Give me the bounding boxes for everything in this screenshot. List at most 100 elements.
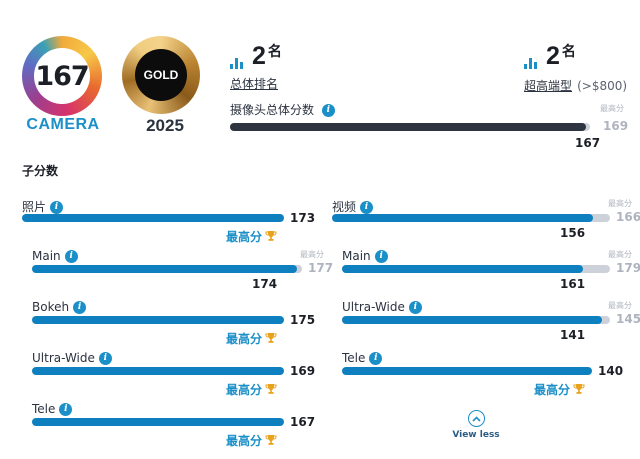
info-icon[interactable]: i xyxy=(408,301,422,314)
segment-rank-link[interactable]: 超高端型 xyxy=(524,79,573,93)
top-score-label: 最高分 xyxy=(226,434,263,448)
subscore-value: 175 xyxy=(290,313,316,327)
top-score-tag: 最高分 xyxy=(226,381,277,398)
total-score-value: 167 xyxy=(575,136,601,150)
best-score-value: 145 xyxy=(616,312,640,326)
subscore-name: Main xyxy=(342,249,371,263)
subscore-label: Tele i xyxy=(32,402,73,416)
subscore-bar xyxy=(342,265,583,273)
trophy-icon xyxy=(265,434,277,449)
camera-score-badge: 167 xyxy=(22,36,102,116)
subscore-bar xyxy=(332,214,594,222)
info-icon[interactable]: i xyxy=(64,250,78,263)
subscore-name: Tele xyxy=(32,402,56,416)
top-score-tag: 最高分 xyxy=(226,330,277,347)
subscore-bar xyxy=(22,214,284,222)
camera-label: CAMERA xyxy=(26,116,100,133)
subscore-label: Main i xyxy=(342,249,388,263)
subscore-value: 174 xyxy=(252,277,278,291)
subscores-title: 子分数 xyxy=(22,164,59,178)
subscore-label: Main i xyxy=(32,249,78,263)
subscore-bar xyxy=(32,418,284,426)
subscore-value: 156 xyxy=(560,226,586,240)
best-score-value: 179 xyxy=(616,261,640,275)
subscore-label: 照片 i xyxy=(22,198,64,215)
top-score-label: 最高分 xyxy=(226,230,263,244)
best-score-caption: 最高分 xyxy=(608,250,632,259)
subscore-name: 照片 xyxy=(22,200,47,214)
subscore-value: 161 xyxy=(560,277,586,291)
top-score-label: 最高分 xyxy=(226,383,263,397)
subscore-label: 视频 i xyxy=(332,198,374,215)
subscore-value: 167 xyxy=(290,415,316,429)
global-rank: 2 名 xyxy=(230,44,282,69)
subscore-label: Bokeh i xyxy=(32,300,87,314)
view-less-label: View less xyxy=(452,430,500,440)
global-rank-number: 2 xyxy=(252,42,266,70)
subscore-track xyxy=(332,214,610,222)
subscore-bar xyxy=(32,367,284,375)
best-score-value: 169 xyxy=(603,119,629,133)
subscore-bar xyxy=(32,265,298,273)
subscore-track xyxy=(342,265,610,273)
year-label: 2025 xyxy=(146,116,184,135)
subscore-label: Ultra-Wide i xyxy=(342,300,422,314)
subscore-label: Ultra-Wide i xyxy=(32,351,112,365)
global-rank-link[interactable]: 总体排名 xyxy=(230,77,279,91)
segment-price: (>$800) xyxy=(577,79,628,93)
subscore-name: 视频 xyxy=(332,200,357,214)
subscore-track xyxy=(32,316,284,324)
global-rank-unit: 名 xyxy=(267,44,282,60)
total-score-track xyxy=(230,123,590,131)
segment-rank-row: 超高端型 (>$800) xyxy=(524,75,627,94)
subscore-name: Ultra-Wide xyxy=(342,300,405,314)
subscore-bar xyxy=(32,316,284,324)
subscore-bar xyxy=(342,367,592,375)
info-icon[interactable]: i xyxy=(50,201,64,214)
top-score-tag: 最高分 xyxy=(226,432,277,449)
view-less-button[interactable]: View less xyxy=(447,410,505,440)
trophy-icon xyxy=(573,383,585,398)
info-icon[interactable]: i xyxy=(73,301,87,314)
segment-rank: 2 名 xyxy=(524,44,576,69)
trophy-icon xyxy=(265,383,277,398)
top-score-label: 最高分 xyxy=(226,332,263,346)
subscore-track xyxy=(342,367,592,375)
subscore-label: Tele i xyxy=(342,351,383,365)
segment-rank-unit: 名 xyxy=(561,44,576,60)
subscore-name: Ultra-Wide xyxy=(32,351,95,365)
segment-rank-number: 2 xyxy=(546,42,560,70)
info-icon[interactable]: i xyxy=(321,104,335,117)
subscore-bar xyxy=(342,316,603,324)
chevron-up-icon xyxy=(467,410,485,427)
best-score-caption: 最高分 xyxy=(300,250,324,259)
trophy-icon xyxy=(265,230,277,245)
info-icon[interactable]: i xyxy=(98,352,112,365)
best-score-value: 177 xyxy=(308,261,334,275)
camera-score: 167 xyxy=(35,60,89,92)
info-icon[interactable]: i xyxy=(374,250,388,263)
ranking-icon xyxy=(524,57,538,69)
gold-badge: GOLD xyxy=(122,36,202,114)
ranking-icon xyxy=(230,57,244,69)
best-score-value: 166 xyxy=(616,210,640,224)
subscore-track xyxy=(22,214,284,222)
subscore-value: 173 xyxy=(290,211,316,225)
total-score-label: 摄像头总体分数 i xyxy=(230,101,335,118)
info-icon[interactable]: i xyxy=(59,403,73,416)
subscore-value: 141 xyxy=(560,328,586,342)
subscore-track xyxy=(32,265,302,273)
total-score-bar xyxy=(230,123,586,131)
subscore-value: 169 xyxy=(290,364,316,378)
info-icon[interactable]: i xyxy=(369,352,383,365)
subscore-track xyxy=(32,418,284,426)
gold-label: GOLD xyxy=(143,68,179,82)
subscore-name: Main xyxy=(32,249,61,263)
subscore-track xyxy=(32,367,284,375)
total-score-title: 摄像头总体分数 xyxy=(230,103,315,117)
subscore-value: 140 xyxy=(598,364,624,378)
info-icon[interactable]: i xyxy=(360,201,374,214)
subscore-name: Bokeh xyxy=(32,300,70,314)
trophy-icon xyxy=(265,332,277,347)
subscore-track xyxy=(342,316,610,324)
